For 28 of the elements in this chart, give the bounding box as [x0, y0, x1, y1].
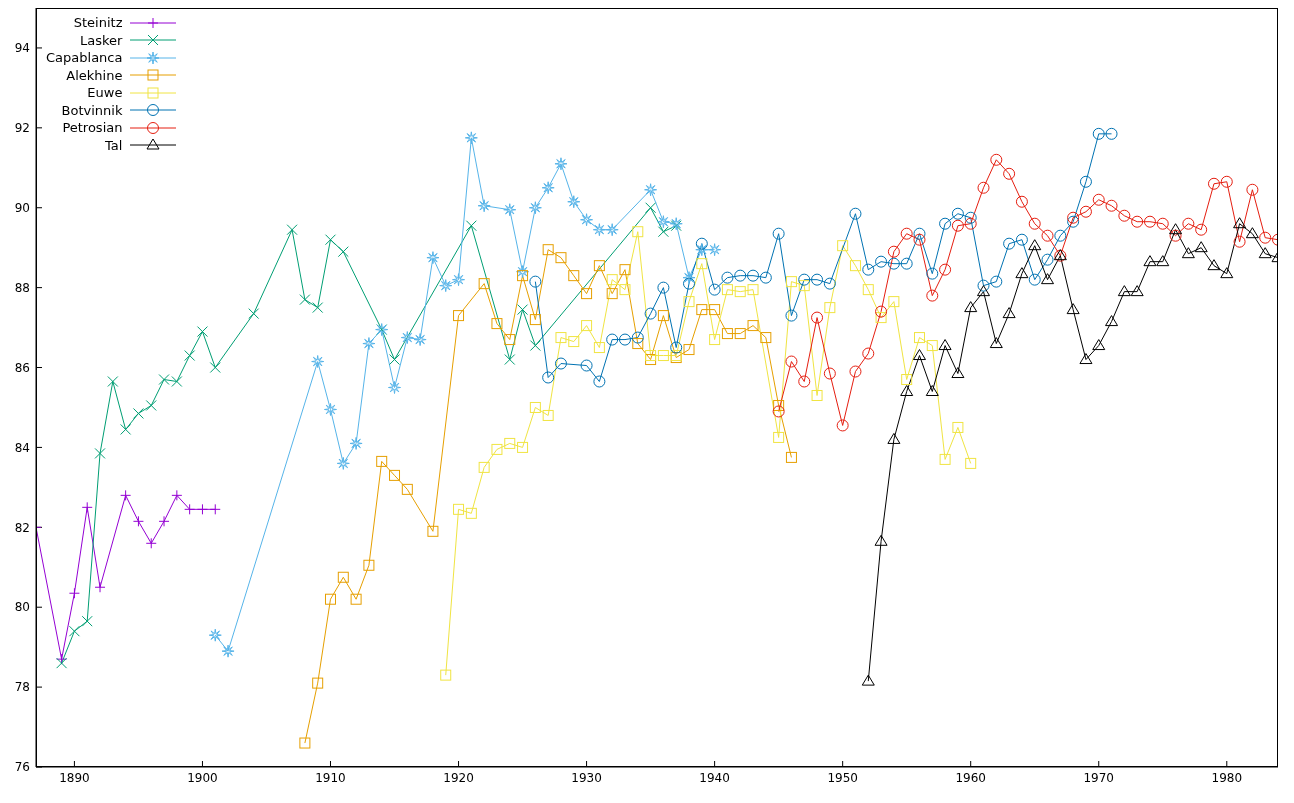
y-tick-label: 78: [14, 680, 30, 695]
x-tick-label: 1920: [443, 770, 474, 785]
x-tick-label: 1930: [571, 770, 602, 785]
y-tick-label: 88: [14, 280, 30, 295]
legend-label: Euwe: [87, 84, 123, 102]
legend-label: Petrosian: [62, 119, 123, 137]
legend-label: Capablanca: [46, 49, 123, 67]
x-tick-label: 1950: [827, 770, 858, 785]
legend-label: Tal: [105, 136, 123, 154]
y-tick-label: 92: [14, 121, 30, 136]
x-tick-label: 1900: [187, 770, 218, 785]
legend-label: Steinitz: [73, 14, 123, 32]
x-tick-label: 1960: [955, 770, 986, 785]
y-tick-label: 82: [14, 520, 30, 535]
y-tick-label: 80: [14, 600, 30, 615]
x-tick-label: 1970: [1083, 770, 1115, 785]
legend-label: Alekhine: [66, 66, 123, 84]
x-tick-label: 1890: [59, 770, 90, 785]
y-tick-label: 90: [14, 201, 30, 215]
y-tick-label: 94: [14, 41, 30, 56]
legend-label: Lasker: [80, 31, 123, 49]
x-tick-label: 1980: [1211, 770, 1243, 785]
y-tick-label: 86: [14, 360, 30, 375]
legend-label: Botvinnik: [61, 101, 123, 119]
x-tick-label: 1910: [315, 770, 346, 785]
y-tick-label: 84: [14, 440, 30, 455]
y-tick-label: 76: [14, 760, 30, 775]
x-tick-label: 1940: [699, 770, 730, 785]
